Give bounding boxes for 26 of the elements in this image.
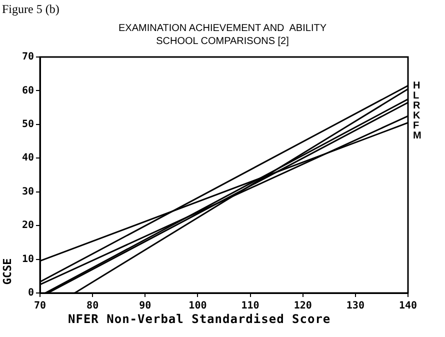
x-axis-title: NFER Non-Verbal Standardised Score [68, 312, 331, 326]
x-tick-label: 70 [34, 300, 46, 312]
y-tick-label: 0 [28, 288, 34, 299]
caption: Figure 5 (b) [2, 2, 60, 17]
x-tick-label: 130 [346, 300, 364, 312]
x-tick-label: 90 [139, 300, 152, 312]
series-label: F [413, 120, 420, 132]
x-tick-label: 80 [86, 300, 99, 312]
y-tick-label: 50 [22, 119, 34, 130]
series-label: R [413, 100, 421, 112]
series-label: H [413, 80, 420, 92]
y-tick-label: 20 [22, 220, 34, 232]
chart-title: EXAMINATION ACHIEVEMENT AND ABILITY SCHOOL COMPARISONS [2] [117, 22, 328, 48]
y-axis-title: GCSE [0, 258, 14, 285]
series-label: L [413, 90, 420, 102]
y-tick-label: 60 [22, 85, 34, 96]
y-tick-label: 10 [22, 254, 34, 265]
x-tick-label: 140 [398, 300, 418, 312]
x-tick-label: 120 [294, 300, 312, 312]
x-tick-label: 100 [188, 300, 207, 312]
y-tick-label: 40 [22, 152, 34, 164]
series-label: K [413, 110, 421, 122]
x-tick-label: 110 [241, 300, 260, 312]
y-tick-label: 30 [22, 186, 34, 198]
series-label: M [413, 130, 422, 142]
y-tick-label: 70 [22, 52, 34, 63]
